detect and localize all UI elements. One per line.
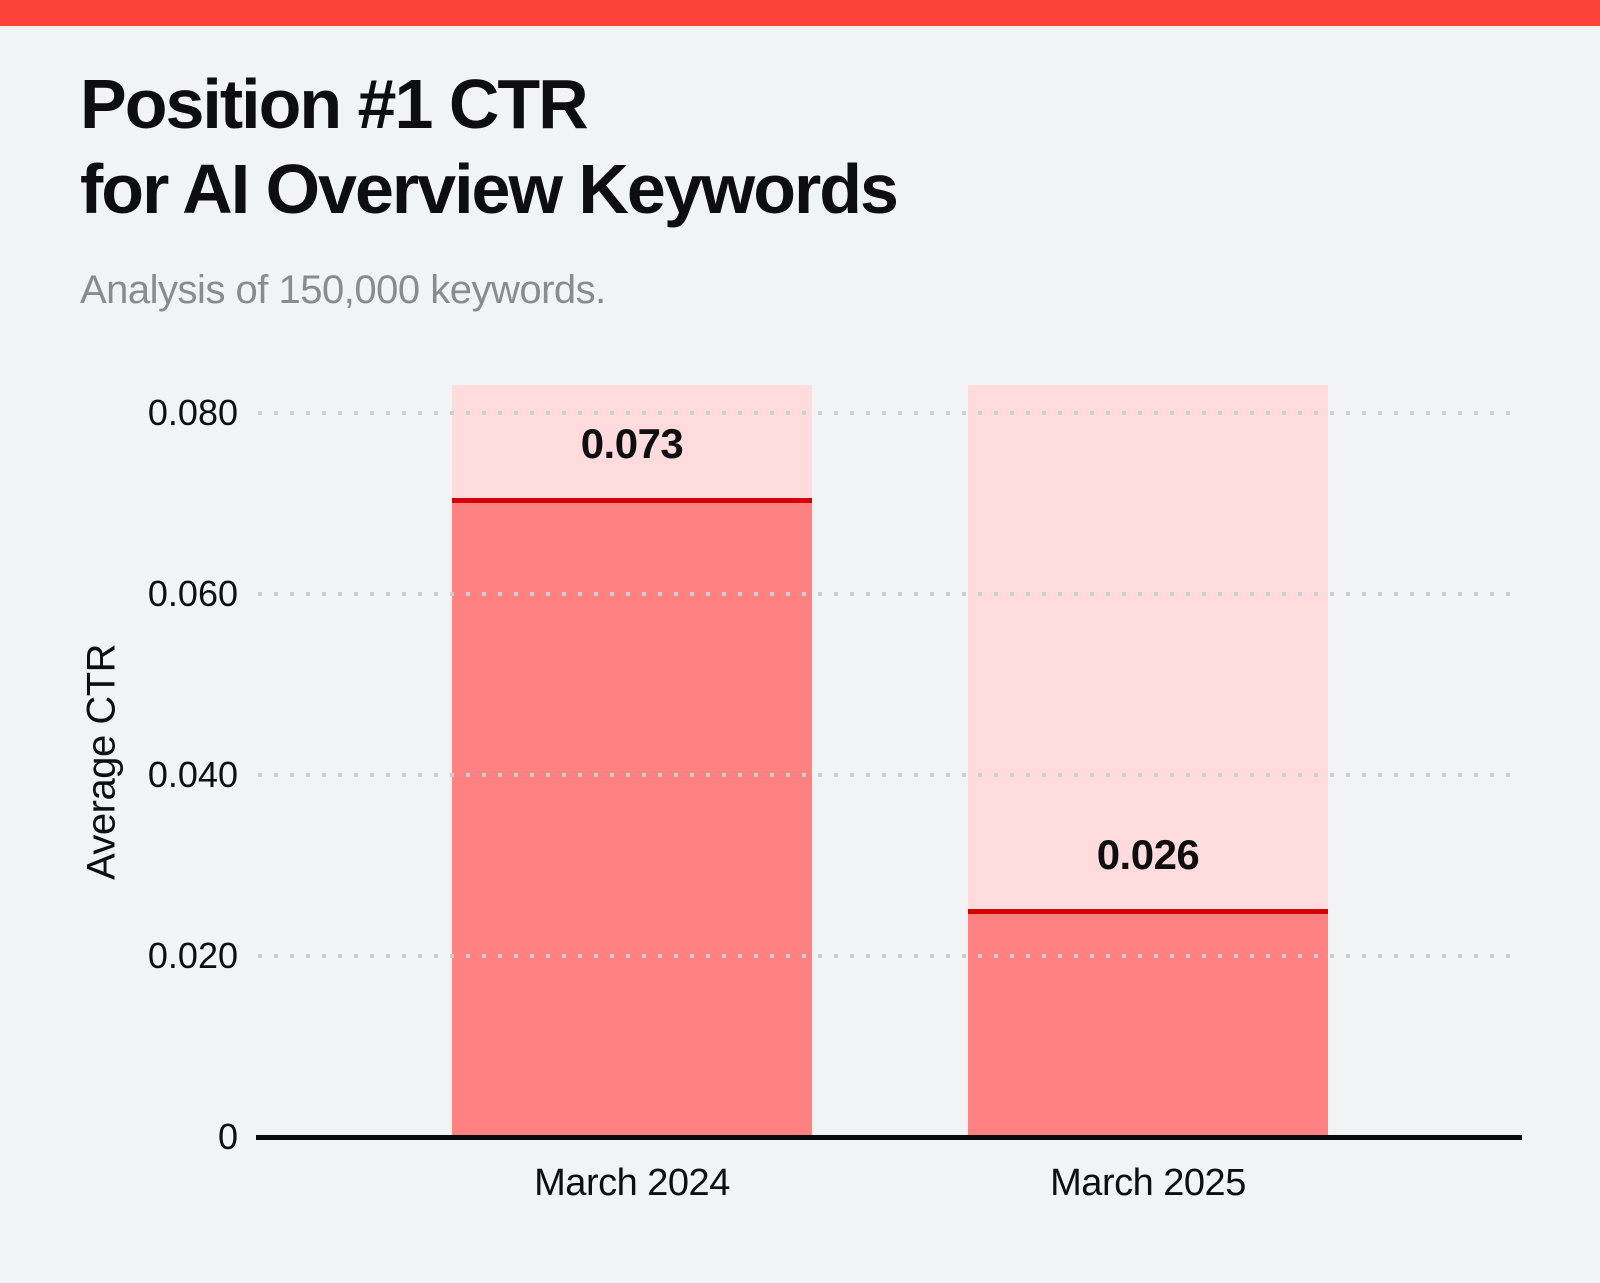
bar-value-label-march-2025: 0.026 (1096, 831, 1200, 878)
bar-value-line-march-2025 (968, 909, 1328, 914)
plot-area (258, 385, 1522, 1137)
x-axis-label-march-2025: March 2025 (1050, 1162, 1246, 1204)
chart-title-line-2: for AI Overview Keywords (80, 150, 899, 228)
x-axis-line (256, 1135, 1522, 1140)
chart-title: Position #1 CTR for AI Overview Keywords (80, 62, 899, 232)
chart-title-line-1: Position #1 CTR (80, 65, 589, 143)
bar-fill-march-2024 (452, 498, 812, 1137)
y-tick-label-0: 0 (217, 1116, 238, 1157)
gridline-0.080 (258, 411, 1522, 415)
y-tick-label-0.020: 0.020 (147, 935, 238, 976)
x-axis-label-march-2024: March 2024 (534, 1162, 730, 1204)
brand-accent-bar (0, 0, 1600, 26)
bar-fill-march-2025 (968, 909, 1328, 1137)
bar-value-label-march-2024: 0.073 (580, 420, 684, 467)
chart-subtitle: Analysis of 150,000 keywords. (80, 268, 606, 312)
gridline-0.040 (258, 773, 1522, 777)
y-tick-label-0.060: 0.060 (147, 573, 238, 614)
bar-value-line-march-2024 (452, 498, 812, 503)
y-tick-label-0.040: 0.040 (147, 754, 238, 795)
gridline-0.020 (258, 954, 1522, 958)
gridline-0.060 (258, 592, 1522, 596)
y-tick-label-0.080: 0.080 (147, 392, 238, 433)
